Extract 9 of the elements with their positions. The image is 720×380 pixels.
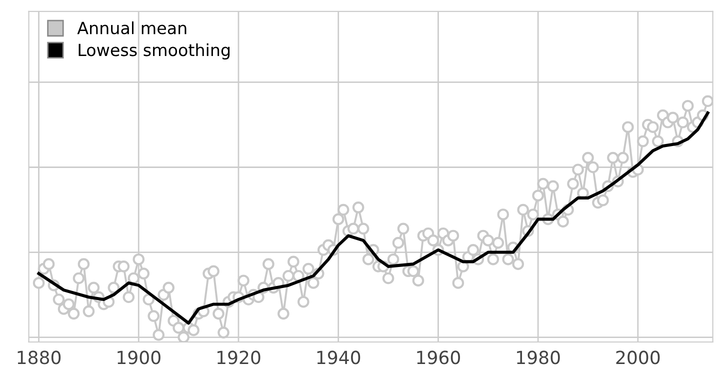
legend-label: Annual mean: [77, 21, 186, 34]
x-tick-label: 1980: [517, 350, 560, 364]
x-tick-label: 1960: [417, 350, 460, 364]
x-tick-label: 1920: [218, 350, 260, 364]
legend-label: Lowess smoothing: [78, 43, 230, 60]
x-tick-label: 1900: [118, 350, 160, 364]
x-tick-label: 1880: [18, 350, 61, 364]
x-tick-label: 1940: [317, 350, 360, 364]
x-tick-label: 2000: [616, 350, 660, 364]
